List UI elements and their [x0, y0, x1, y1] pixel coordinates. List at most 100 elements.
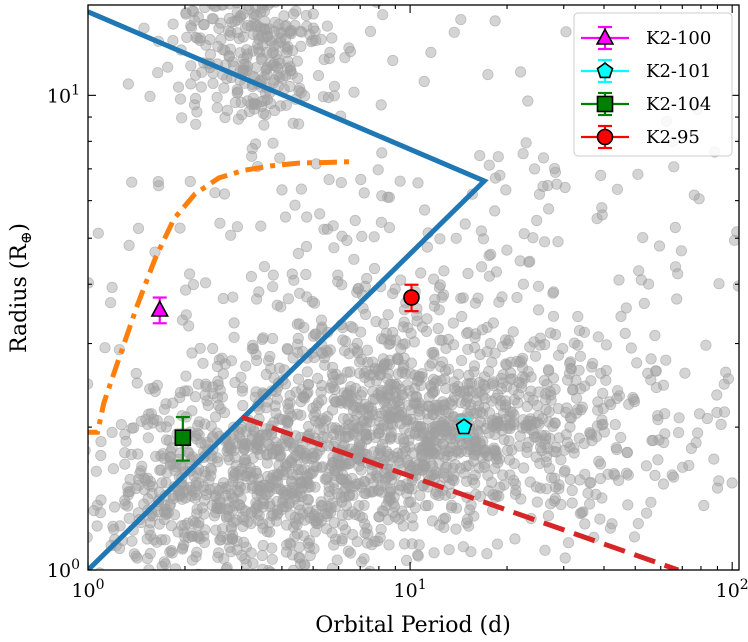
background-point [415, 379, 427, 391]
background-point [286, 45, 299, 57]
background-point [457, 541, 469, 553]
background-point [258, 260, 270, 273]
background-point [547, 310, 560, 322]
background-point [308, 451, 321, 463]
background-point [290, 386, 302, 398]
background-point [531, 214, 543, 227]
x-axis-label: Orbital Period (d) [315, 613, 511, 638]
background-point [468, 366, 480, 378]
background-point [180, 309, 192, 321]
background-point [92, 227, 104, 239]
background-point [566, 497, 578, 509]
background-point [606, 518, 618, 530]
background-point [73, 440, 83, 450]
background-point [236, 438, 248, 450]
background-point [564, 473, 577, 486]
background-point [683, 459, 695, 472]
background-point [312, 568, 320, 570]
background-point [250, 20, 262, 33]
background-point [209, 411, 222, 423]
background-point [251, 293, 263, 305]
background-point [210, 506, 222, 519]
background-point [109, 501, 121, 513]
background-point [590, 431, 603, 443]
background-point [174, 222, 186, 234]
x-tick-label: 100 [71, 577, 104, 602]
background-point [274, 152, 286, 164]
background-point [368, 262, 381, 275]
background-point [403, 482, 415, 494]
background-point [148, 413, 160, 425]
background-point [250, 386, 262, 398]
background-point [192, 378, 204, 390]
background-point [560, 26, 572, 38]
background-point [155, 450, 167, 462]
background-point [553, 483, 565, 495]
background-point [534, 482, 547, 494]
background-point [345, 482, 357, 494]
background-point [572, 310, 584, 323]
background-point [289, 517, 302, 529]
background-point [147, 382, 160, 394]
background-point [361, 344, 373, 356]
background-point [257, 107, 270, 120]
background-point [669, 261, 682, 273]
background-point [611, 183, 624, 195]
background-point [460, 517, 473, 529]
background-point [425, 379, 437, 392]
background-point [613, 274, 625, 286]
background-point [344, 366, 356, 378]
background-point [400, 445, 412, 457]
background-point [328, 483, 340, 495]
background-point [462, 343, 474, 355]
background-point [429, 583, 439, 593]
background-point [520, 422, 532, 434]
background-point [600, 364, 612, 377]
background-point [280, 99, 292, 111]
background-point [196, 66, 208, 78]
background-point [349, 214, 361, 227]
background-point [302, 420, 315, 433]
background-point [602, 468, 614, 480]
background-point [222, 504, 234, 516]
background-point [539, 544, 551, 556]
background-point [393, 394, 405, 407]
background-point [713, 278, 725, 290]
background-point [165, 520, 178, 532]
background-point [274, 27, 286, 39]
background-point [262, 355, 275, 367]
background-point [401, 414, 413, 426]
background-point [264, 526, 276, 538]
background-point [469, 297, 481, 309]
background-point [412, 549, 424, 561]
background-point [144, 517, 156, 529]
background-point [267, 508, 279, 520]
background-point [246, 482, 258, 494]
background-point [251, 354, 263, 367]
background-point [437, 513, 450, 525]
background-point [197, 357, 209, 369]
background-point [258, 119, 270, 131]
background-point [167, 18, 179, 30]
background-point [394, 417, 406, 430]
background-point [128, 548, 140, 560]
background-point [671, 293, 683, 305]
background-point [88, 448, 89, 451]
background-point [274, 483, 286, 495]
background-point [299, 559, 311, 570]
background-point [375, 384, 387, 396]
background-point [267, 269, 279, 281]
background-point [477, 233, 490, 245]
background-point [307, 330, 319, 342]
background-point [325, 502, 337, 514]
background-point [566, 484, 578, 497]
background-point [367, 476, 379, 488]
background-point [309, 481, 321, 493]
x-tick-label: 101 [394, 577, 427, 602]
background-point [198, 19, 210, 31]
background-point [376, 505, 388, 517]
background-point [509, 533, 521, 545]
background-point [373, 410, 385, 422]
background-point [483, 270, 495, 282]
background-point [195, 81, 207, 93]
